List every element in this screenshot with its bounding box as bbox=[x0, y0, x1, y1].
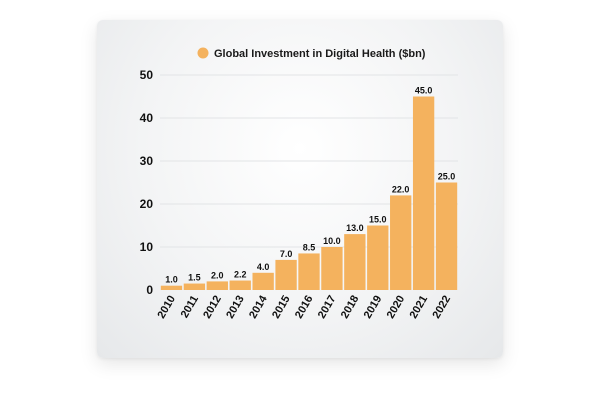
data-label-2017: 10.0 bbox=[323, 236, 341, 246]
bar-2020 bbox=[390, 195, 412, 290]
data-label-2018: 13.0 bbox=[346, 223, 364, 233]
data-label-2022: 25.0 bbox=[438, 172, 456, 182]
bar-2018 bbox=[344, 234, 366, 290]
bar-2011 bbox=[183, 283, 206, 290]
x-axis: 2010 2011 2012 2013 2014 2015 2016 2017 2018 2019… bbox=[155, 293, 453, 321]
data-labels: 1.0 1.5 2.0 2.2 4.0 7.0 8.5 10.0 13.0 15.0 22.0 45.… bbox=[165, 86, 455, 285]
bar-2021 bbox=[412, 96, 435, 290]
legend: Global Investment in Digital Health ($bn… bbox=[197, 47, 426, 60]
x-tick-label-2017: 2017 bbox=[316, 294, 339, 321]
x-tick-label-2018: 2018 bbox=[339, 294, 362, 321]
x-tick-label-2019: 2019 bbox=[362, 294, 385, 321]
bar-2012 bbox=[206, 281, 228, 290]
y-tick-label: 50 bbox=[140, 68, 154, 82]
bars bbox=[160, 96, 458, 290]
data-label-2010: 1.0 bbox=[165, 275, 178, 285]
chart-card bbox=[97, 20, 503, 358]
x-tick-label-2020: 2020 bbox=[385, 294, 408, 321]
bar-2013 bbox=[229, 280, 251, 290]
x-tick-label-2022: 2022 bbox=[431, 294, 454, 321]
data-label-2020: 22.0 bbox=[392, 184, 410, 194]
x-tick-label-2016: 2016 bbox=[293, 294, 316, 321]
x-tick-label-2012: 2012 bbox=[201, 294, 224, 321]
legend-label: Global Investment in Digital Health ($bn… bbox=[214, 48, 426, 60]
y-axis: 0 10 20 30 40 50 bbox=[140, 68, 154, 297]
y-tick-label: 10 bbox=[140, 240, 154, 254]
data-label-2021: 45.0 bbox=[415, 86, 433, 96]
bar-2019 bbox=[367, 225, 389, 290]
y-tick-label: 30 bbox=[140, 154, 154, 168]
data-label-2019: 15.0 bbox=[369, 215, 387, 225]
data-label-2014: 4.0 bbox=[257, 262, 270, 272]
y-tick-label: 20 bbox=[140, 197, 154, 211]
x-tick-label-2013: 2013 bbox=[224, 294, 247, 321]
bar-2022 bbox=[435, 182, 458, 290]
bar-2015 bbox=[275, 259, 297, 290]
x-tick-label-2011: 2011 bbox=[179, 294, 201, 321]
data-label-2015: 7.0 bbox=[280, 249, 293, 259]
legend-swatch bbox=[197, 47, 209, 59]
x-tick-label-2014: 2014 bbox=[247, 293, 270, 321]
bar-2010 bbox=[160, 285, 183, 290]
x-tick-label-2021: 2021 bbox=[408, 294, 431, 321]
bar-2017 bbox=[321, 247, 343, 290]
data-label-2011: 1.5 bbox=[188, 273, 201, 283]
x-tick-label-2010: 2010 bbox=[155, 294, 178, 321]
bar-2016 bbox=[298, 253, 320, 290]
y-tick-label: 0 bbox=[146, 283, 153, 297]
bar-2014 bbox=[252, 272, 274, 290]
data-label-2012: 2.0 bbox=[211, 270, 224, 280]
data-label-2013: 2.2 bbox=[234, 270, 247, 280]
x-tick-label-2015: 2015 bbox=[270, 294, 293, 321]
data-label-2016: 8.5 bbox=[303, 242, 316, 252]
y-tick-label: 40 bbox=[140, 111, 154, 125]
